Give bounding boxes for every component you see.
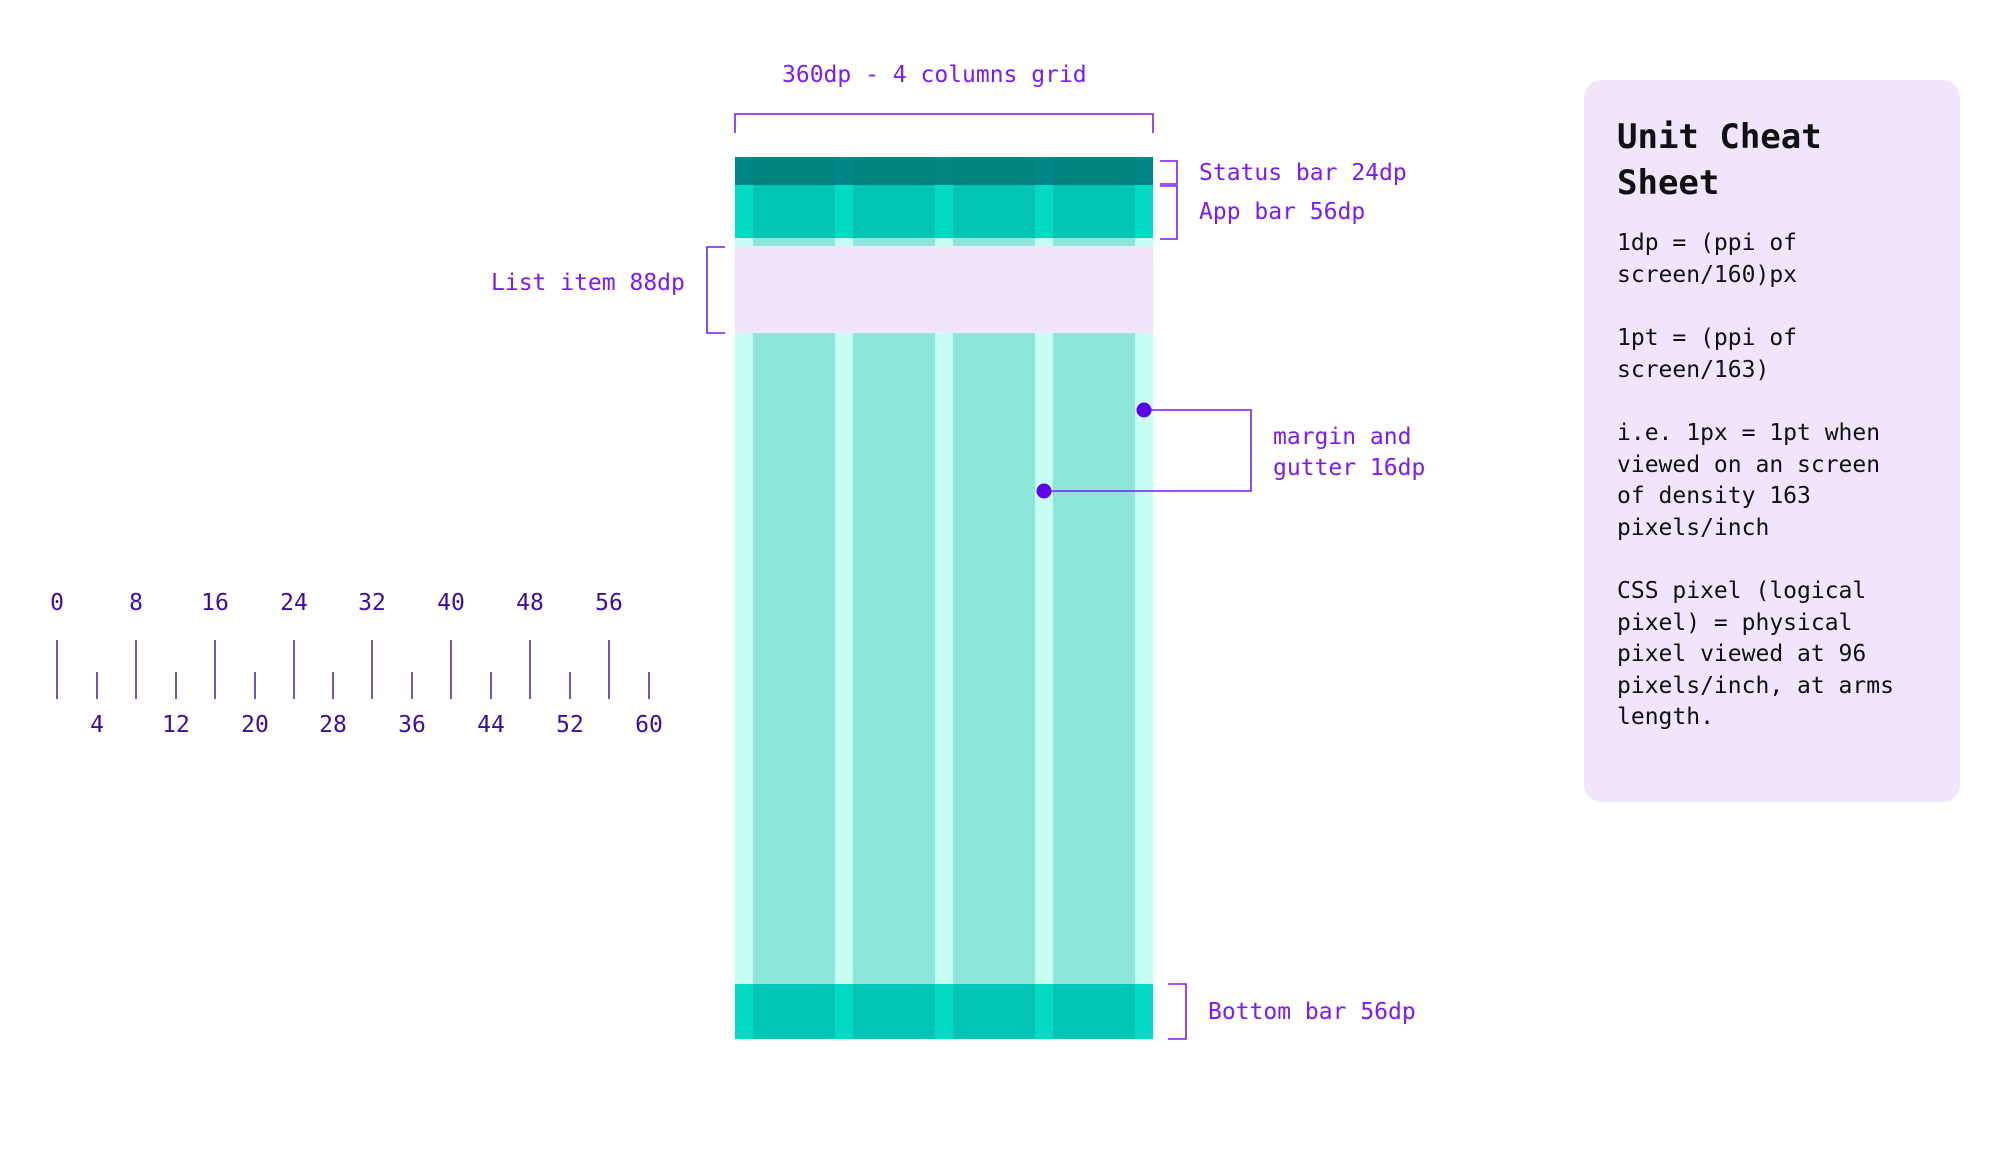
cheat-sheet-px-equivalence: i.e. 1px = 1pt when viewed on an screen … <box>1617 420 1881 541</box>
ruler-label-major: 32 <box>358 590 386 616</box>
ruler-label-minor: 4 <box>90 712 104 738</box>
status-bar-column-1 <box>753 157 835 185</box>
ruler-label-major: 8 <box>129 590 143 616</box>
margin-marker-dot <box>1136 402 1152 418</box>
list-item-bracket <box>706 246 725 334</box>
cheat-sheet-title: Unit Cheat Sheet <box>1617 117 1822 203</box>
ruler-label-major: 56 <box>595 590 623 616</box>
status-bar-bracket <box>1160 160 1178 185</box>
grid-width-label: 360dp - 4 columns grid <box>782 62 1087 88</box>
list-item-block <box>735 246 1153 333</box>
cheat-sheet-pt-definition: 1pt = (ppi of screen/163) <box>1617 325 1798 383</box>
margin-gutter-label: margin and gutter 16dp <box>1273 424 1426 481</box>
status-bar-label: Status bar 24dp <box>1199 160 1407 186</box>
app-bar-column-2 <box>853 185 935 238</box>
bottom-bar-column-1 <box>753 984 835 1039</box>
ruler-label-minor: 12 <box>162 712 190 738</box>
ruler-label-major: 40 <box>437 590 465 616</box>
status-bar-column-4 <box>1053 157 1135 185</box>
status-bar-column-3 <box>953 157 1035 185</box>
app-bar-label: App bar 56dp <box>1199 199 1366 225</box>
ruler-label-minor: 36 <box>398 712 426 738</box>
margin-callout-line <box>1044 409 1252 492</box>
gutter-marker-dot <box>1036 483 1052 499</box>
ruler-label-minor: 52 <box>556 712 584 738</box>
ruler-label-minor: 28 <box>319 712 347 738</box>
bottom-bar-column-4 <box>1053 984 1135 1039</box>
unit-cheat-sheet-card: Unit Cheat Sheet 1dp = (ppi of screen/16… <box>1584 80 1960 802</box>
ruler-label-minor: 60 <box>635 712 663 738</box>
width-bracket <box>734 113 1154 133</box>
ruler-label-major: 24 <box>280 590 308 616</box>
app-bar-column-4 <box>1053 185 1135 238</box>
status-bar-column-2 <box>853 157 935 185</box>
ruler-label-major: 48 <box>516 590 544 616</box>
bottom-bar-column-2 <box>853 984 935 1039</box>
cheat-sheet-dp-definition: 1dp = (ppi of screen/160)px <box>1617 230 1798 288</box>
app-bar-column-3 <box>953 185 1035 238</box>
ruler <box>56 640 650 699</box>
cheat-sheet-css-pixel: CSS pixel (logical pixel) = physical pix… <box>1617 578 1894 730</box>
ruler-label-major: 16 <box>201 590 229 616</box>
ruler-label-minor: 20 <box>241 712 269 738</box>
list-item-label: List item 88dp <box>491 270 685 296</box>
bottom-bar-label: Bottom bar 56dp <box>1208 999 1416 1025</box>
app-bar-bracket <box>1160 185 1178 240</box>
bottom-bar-column-3 <box>953 984 1035 1039</box>
bottom-bar-bracket <box>1168 983 1187 1040</box>
ruler-label-minor: 44 <box>477 712 505 738</box>
ruler-label-major: 0 <box>50 590 64 616</box>
app-bar-column-1 <box>753 185 835 238</box>
